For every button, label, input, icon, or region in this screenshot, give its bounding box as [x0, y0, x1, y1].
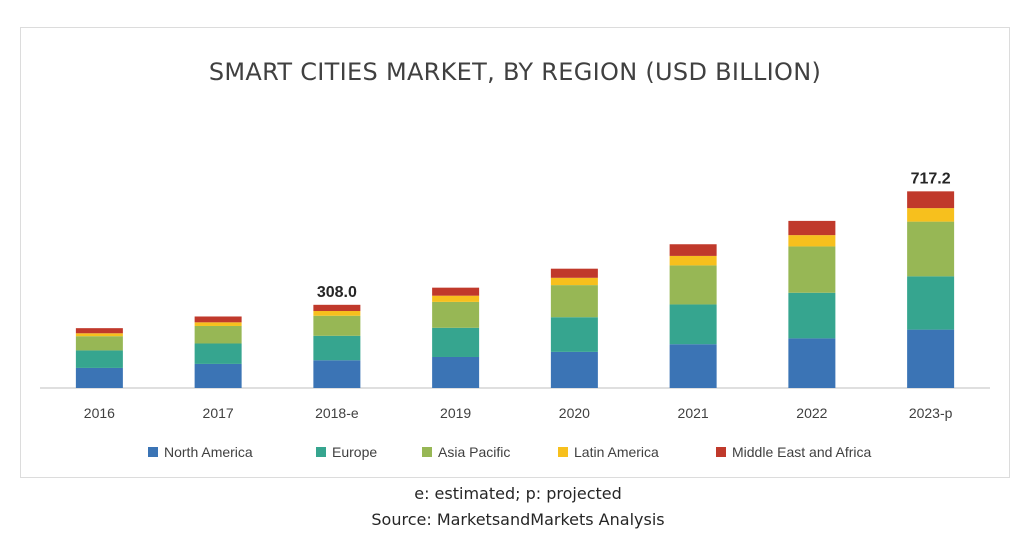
legend-swatch	[422, 447, 432, 457]
legend-label: Middle East and Africa	[732, 444, 872, 460]
legend-swatch	[148, 447, 158, 457]
bar-segment	[788, 338, 836, 388]
x-tick-label: 2017	[203, 405, 234, 421]
bar-segment	[313, 304, 361, 312]
legend-label: Asia Pacific	[438, 444, 511, 460]
legend-item: Europe	[316, 444, 377, 460]
bar-segment	[75, 367, 123, 388]
x-tick-label: 2019	[440, 405, 471, 421]
chart-frame	[20, 27, 1010, 478]
data-label: 308.0	[317, 284, 357, 301]
bar-segment	[550, 317, 598, 352]
bar-segment	[432, 356, 480, 388]
legend-swatch	[558, 447, 568, 457]
bar-segment	[550, 351, 598, 388]
chart-legend: North America Europe Asia Pacific Latin Ame…	[0, 444, 1036, 464]
x-tick-label: 2018-e	[315, 405, 359, 421]
bar-segment	[669, 304, 717, 345]
bar-segment	[313, 311, 361, 316]
bar-segment	[75, 328, 123, 334]
bar-segment	[194, 343, 242, 364]
bar-segment	[432, 287, 480, 296]
bar-segment	[313, 315, 361, 336]
bar-segment	[907, 208, 955, 222]
bar-segment	[75, 350, 123, 368]
bar-segment	[75, 333, 123, 337]
bar-segment	[432, 295, 480, 302]
bar-segment	[669, 265, 717, 305]
bar-segment	[907, 276, 955, 330]
source-note: Source: MarketsandMarkets Analysis	[371, 510, 665, 529]
bar-segment	[550, 268, 598, 278]
footnote: e: estimated; p: projected	[414, 484, 622, 503]
x-tick-label: 2021	[678, 405, 709, 421]
legend-item: Middle East and Africa	[716, 444, 871, 460]
bar-segment	[907, 329, 955, 388]
bar-segment	[194, 316, 242, 323]
bar-segment	[432, 301, 480, 328]
bar-segment	[550, 277, 598, 286]
bar-segment	[788, 292, 836, 339]
legend-item: Latin America	[558, 444, 659, 460]
bar-segment	[788, 235, 836, 247]
legend-item: North America	[148, 444, 253, 460]
bar-segment	[313, 335, 361, 361]
data-label: 717.2	[911, 170, 951, 187]
legend-label: Europe	[332, 444, 378, 460]
x-tick-label: 2023-p	[909, 405, 953, 421]
x-tick-label: 2020	[559, 405, 590, 421]
bar-segment	[432, 327, 480, 357]
bar-segment	[788, 220, 836, 236]
legend-label: Latin America	[574, 444, 659, 460]
bar-segment	[550, 285, 598, 318]
bar-segment	[75, 336, 123, 351]
bar-segment	[194, 363, 242, 388]
chart-title: SMART CITIES MARKET, BY REGION (USD BILL…	[208, 58, 822, 86]
bar-segment	[669, 244, 717, 256]
bar-segment	[907, 221, 955, 277]
bar-segment	[669, 255, 717, 266]
bar-segment	[194, 325, 242, 344]
bar-segment	[788, 246, 836, 293]
bar-segment	[194, 322, 242, 326]
bar-segment	[669, 344, 717, 388]
legend-swatch	[316, 447, 326, 457]
legend-item: Asia Pacific	[422, 444, 510, 460]
legend-label: North America	[164, 444, 253, 460]
bar-segment	[313, 360, 361, 388]
bar-segment	[907, 191, 955, 209]
legend-swatch	[716, 447, 726, 457]
x-tick-label: 2022	[796, 405, 827, 421]
x-tick-label: 2016	[84, 405, 115, 421]
